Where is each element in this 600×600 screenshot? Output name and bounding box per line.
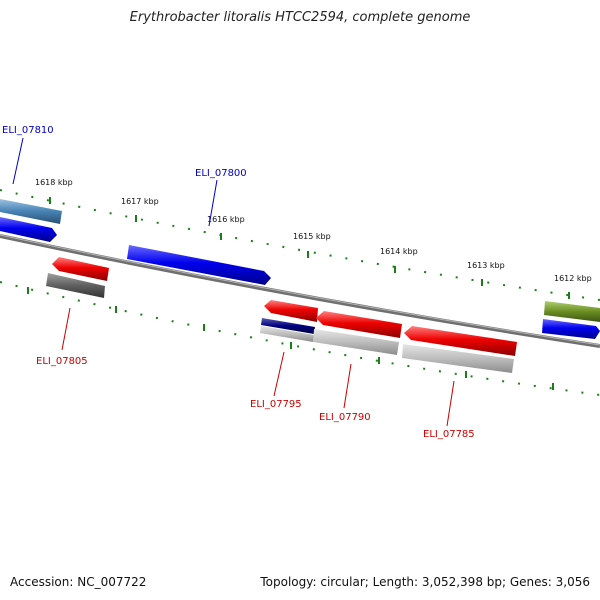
gene-arrow-gray[interactable] xyxy=(402,344,514,373)
tick-label: 1612 kbp xyxy=(554,274,592,283)
accession-label: Accession: NC_007722 xyxy=(10,575,147,589)
genome-summary: Topology: circular; Length: 3,052,398 bp… xyxy=(260,575,590,589)
gene-arrow-gray[interactable] xyxy=(313,329,399,355)
gene-label[interactable]: ELI_07800 xyxy=(195,168,247,179)
label-connectors xyxy=(12,137,455,427)
gene-arrow-reverse[interactable] xyxy=(52,257,109,281)
gene-arrow-navy[interactable] xyxy=(261,318,315,334)
gene-arrow-steelblue[interactable] xyxy=(0,199,62,224)
genome-title: Erythrobacter litoralis HTCC2594, comple… xyxy=(129,10,471,25)
gene-arrow-gray[interactable] xyxy=(260,326,314,342)
gene-label[interactable]: ELI_07795 xyxy=(250,399,302,410)
tick-label: 1615 kbp xyxy=(293,232,331,241)
outer-major-ticks xyxy=(49,197,570,299)
gene-label[interactable]: ELI_07805 xyxy=(36,356,88,367)
gene-arrow-olive[interactable] xyxy=(544,301,600,322)
tick-label: 1617 kbp xyxy=(121,197,159,206)
gene-arrow-gray[interactable] xyxy=(46,273,105,298)
gene-label[interactable]: ELI_07785 xyxy=(423,429,475,440)
genome-backbone xyxy=(0,234,600,348)
tick-label: 1613 kbp xyxy=(467,261,505,270)
gene-arrow-forward[interactable] xyxy=(0,217,57,242)
tick-label: 1618 kbp xyxy=(35,178,73,187)
outer-tick-track xyxy=(0,189,600,301)
gene-label[interactable]: ELI_07790 xyxy=(319,412,371,423)
inner-major-ticks xyxy=(27,287,554,390)
tick-label: 1616 kbp xyxy=(207,215,245,224)
gene-arrow-reverse[interactable] xyxy=(264,300,318,322)
gene-arrow-forward[interactable] xyxy=(127,245,271,285)
gene-arrow-reverse[interactable] xyxy=(404,326,517,356)
gene-label[interactable]: ELI_07810 xyxy=(2,125,54,136)
tick-label: 1614 kbp xyxy=(380,247,418,256)
gene-arrow-forward[interactable] xyxy=(542,319,600,339)
gene-arrow-reverse[interactable] xyxy=(316,311,402,338)
